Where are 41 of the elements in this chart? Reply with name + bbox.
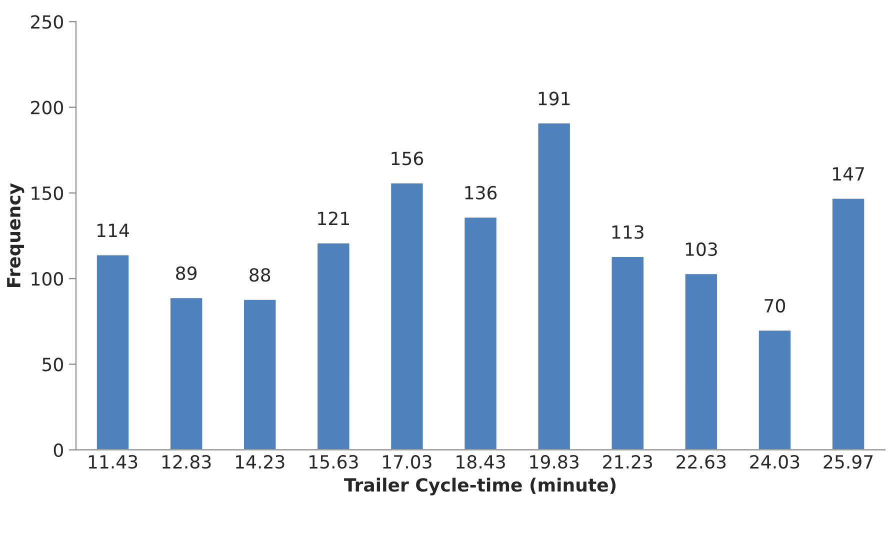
y-tick-label: 250 [31, 15, 63, 29]
data-label: 147 [833, 167, 864, 180]
x-tick-label: 14.23 [236, 455, 284, 469]
data-label: 70 [764, 298, 786, 313]
y-axis-title: Frequency [7, 183, 24, 287]
data-label: 121 [318, 212, 349, 225]
y-tick-label: 0 [54, 443, 63, 457]
bar [536, 122, 572, 450]
y-tick-label: 200 [31, 100, 63, 114]
data-label: 89 [176, 266, 197, 280]
bar [316, 242, 351, 450]
bar [96, 254, 130, 450]
x-tick-label: 11.43 [88, 455, 138, 469]
data-label: 156 [392, 152, 424, 166]
bar [684, 272, 718, 450]
x-tick-label: 17.03 [383, 455, 432, 469]
y-tick-label: 150 [32, 186, 63, 200]
x-axis-title: Trailer Cycle-time (minute) [344, 478, 616, 496]
data-label: 113 [612, 225, 644, 239]
y-tick-label: 100 [32, 272, 63, 286]
bar [242, 298, 278, 450]
x-tick-label: 15.63 [310, 455, 358, 469]
y-tick-label: 50 [42, 358, 63, 372]
x-tick-label: 21.23 [603, 455, 652, 469]
bar [610, 256, 645, 450]
data-label: 114 [98, 224, 129, 237]
x-tick-label: 12.83 [162, 455, 211, 469]
bar [757, 329, 792, 450]
bar [831, 197, 866, 450]
x-tick-label: 19.83 [530, 455, 578, 469]
x-tick-label: 22.63 [676, 455, 726, 469]
data-label: 103 [686, 242, 717, 256]
data-label: 136 [465, 186, 497, 200]
bar [390, 182, 424, 450]
data-label: 191 [538, 92, 570, 106]
bar [169, 296, 204, 450]
data-label: 88 [250, 268, 270, 282]
x-tick-label: 25.97 [824, 455, 873, 469]
x-tick-label: 18.43 [456, 455, 505, 469]
bar [463, 216, 498, 450]
x-tick-label: 24.03 [750, 455, 800, 469]
